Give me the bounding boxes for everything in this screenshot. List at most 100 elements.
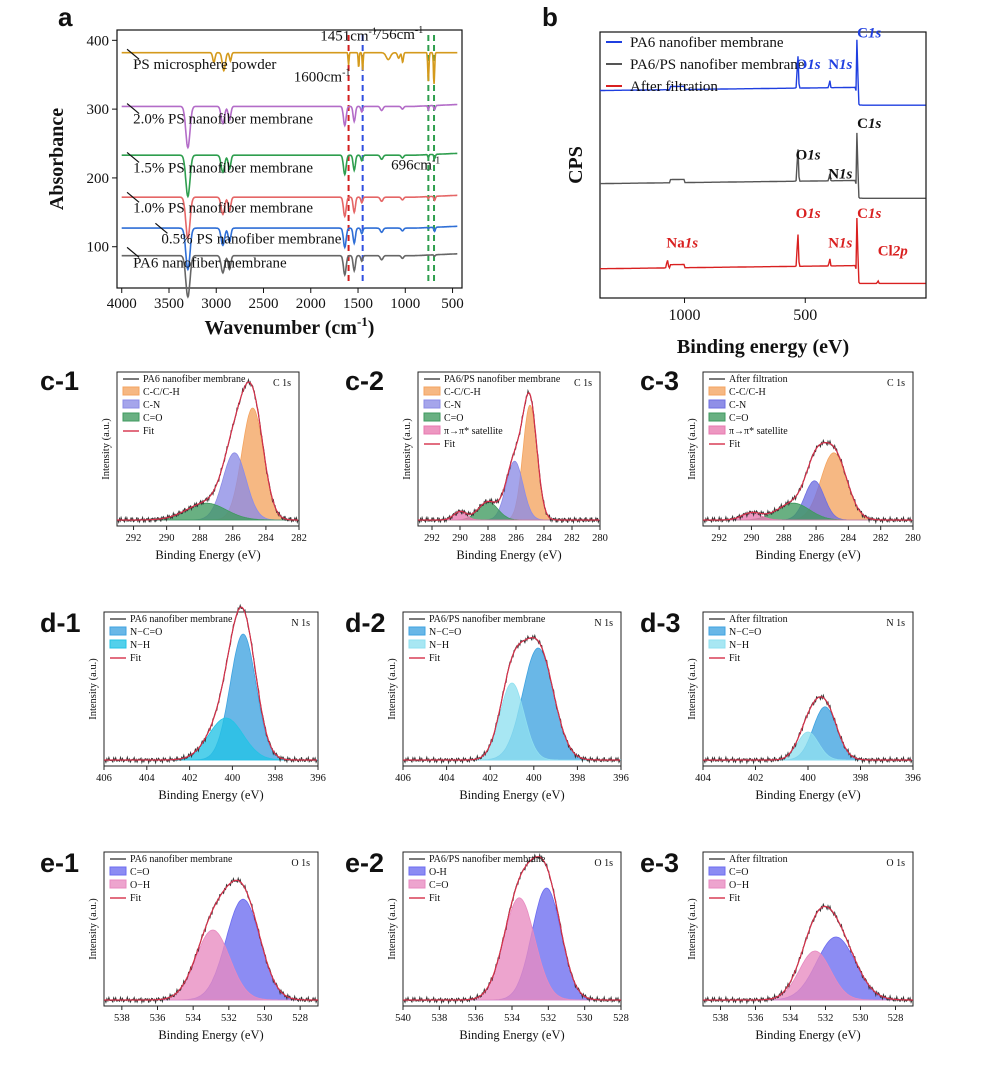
x-tick-label-d-3: 398: [853, 773, 869, 784]
panel-label-b: b: [542, 2, 558, 32]
x-tick-label-c-2: 284: [536, 533, 553, 544]
x-tick-label-e-3: 536: [748, 1013, 764, 1024]
plot-frame-c-3: [702, 371, 914, 527]
plot-frame-d-2: [402, 611, 622, 767]
y-axis-label-c-2: Intensity (a.u.): [402, 418, 413, 480]
x-tick-label-e-1: 528: [292, 1013, 308, 1024]
legend-label-d-1: N−C=O: [130, 627, 162, 638]
fit-line-c-1: [117, 381, 299, 521]
x-tick-label-d-1: 396: [310, 773, 326, 784]
x-tick-label-a: 3000: [201, 296, 231, 312]
series-arrow-a: [126, 103, 140, 115]
x-tick-label-c-2: 288: [480, 533, 496, 544]
x-tick-label-c-2: 280: [592, 533, 608, 544]
legend-swatch-d-1: [109, 639, 127, 649]
x-tick-label-e-3: 528: [888, 1013, 904, 1024]
x-tick-label-c-3: 292: [711, 533, 727, 544]
peak-label-italic-b: 1s: [685, 235, 699, 251]
legend-label-c-1: PA6 nanofiber membrane: [143, 374, 246, 385]
annotation-sup-a: -1: [415, 25, 423, 36]
legend-swatch-c-2: [423, 386, 441, 396]
annotation-sup-a: -1: [369, 26, 377, 37]
legend-label-d-2: N−H: [429, 640, 449, 651]
legend-label-e-1: PA6 nanofiber membrane: [130, 854, 233, 865]
legend-label-c-1: C=O: [143, 413, 163, 424]
legend-label-c-3: After filtration: [729, 374, 788, 385]
x-tick-label-d-3: 400: [800, 773, 816, 784]
x-axis-label-sup-a: -1: [357, 314, 368, 329]
panel-d-2: d-2 406 404 402 400 398 396 Binding Energy (eV)…: [345, 608, 629, 802]
panel-label-c-2: c-2: [345, 366, 384, 396]
legend-label-c-2: C-C/C-H: [444, 387, 481, 398]
x-axis-label-d-2: Binding Energy (eV): [459, 788, 564, 802]
panel-label-c-3: c-3: [640, 366, 679, 396]
legend-label-d-2: Fit: [429, 653, 440, 664]
panel-e-1: e-1 538 536 534 532 530 528 Binding Energy (eV)…: [40, 848, 319, 1042]
series-arrow-a: [126, 246, 140, 258]
x-tick-label-e-2: 540: [395, 1013, 411, 1024]
x-tick-label-a: 1000: [390, 296, 420, 312]
series-arrow-a: [126, 151, 140, 163]
x-tick-label-d-3: 402: [748, 773, 764, 784]
x-tick-label-e-1: 532: [221, 1013, 237, 1024]
x-tick-label-d-2: 398: [570, 773, 586, 784]
series-line-a: [121, 194, 458, 241]
series-line-a: [121, 253, 458, 299]
peak-label-b: N1s: [828, 166, 852, 182]
x-tick-label-c-1: 292: [126, 533, 142, 544]
y-axis-label-c-3: Intensity (a.u.): [687, 418, 698, 480]
legend-label-c-3: C=O: [729, 413, 749, 424]
legend-label-d-2: PA6/PS nanofiber membrane: [429, 614, 546, 625]
x-tick-label-c-3: 286: [808, 533, 824, 544]
x-tick-label-d-1: 404: [139, 773, 156, 784]
x-tick-label-c-2: 292: [424, 533, 440, 544]
panel-a: a 4000 3500 3000 2500 2000 1500 1000 500 100 200 30…: [46, 2, 464, 339]
legend-label-c-2: C-N: [444, 400, 461, 411]
panel-label-d-2: d-2: [345, 608, 386, 638]
x-tick-label-c-3: 280: [905, 533, 921, 544]
x-tick-label-d-1: 406: [96, 773, 112, 784]
panel-label-a: a: [58, 2, 73, 32]
element-label-d-1: N 1s: [291, 618, 310, 629]
legend-label-d-3: Fit: [729, 653, 740, 664]
x-tick-label-d-2: 406: [395, 773, 411, 784]
x-axis-label-e-3: Binding Energy (eV): [755, 1028, 860, 1042]
legend-swatch-e-2: [408, 879, 426, 889]
peak-label-italic-b: 1s: [868, 25, 882, 41]
element-label-d-2: N 1s: [594, 618, 613, 629]
legend-swatch-c-3: [708, 386, 726, 396]
legend-label-b: PA6 nanofiber membrane: [630, 35, 784, 51]
peak-label-b: N1s: [828, 235, 852, 251]
y-axis-label-e-1: Intensity (a.u.): [88, 898, 99, 960]
peak-label-italic-b: 1s: [839, 57, 853, 73]
x-tick-label-c-1: 282: [291, 533, 307, 544]
peak-label-b: Cl2p: [878, 243, 909, 259]
x-axis-label-e-1: Binding Energy (eV): [158, 1028, 263, 1042]
plot-frame-c-2: [417, 371, 601, 527]
plot-frame-a: [116, 29, 463, 289]
x-tick-label-d-1: 402: [182, 773, 198, 784]
element-label-e-2: O 1s: [594, 858, 613, 869]
annotation-a: 1451cm-1: [320, 26, 377, 44]
y-axis-label-d-2: Intensity (a.u.): [387, 658, 398, 720]
x-axis-label-b: Binding energy (eV): [677, 336, 849, 358]
x-tick-label-e-2: 528: [613, 1013, 629, 1024]
x-tick-label-c-1: 290: [159, 533, 175, 544]
legend-label-e-2: PA6/PS nanofiber membrane: [429, 854, 546, 865]
legend-label-e-3: Fit: [729, 893, 740, 904]
legend-label-e-3: C=O: [729, 867, 749, 878]
peak-label-italic-b: 1s: [807, 57, 821, 73]
y-axis-label-c-1: Intensity (a.u.): [101, 418, 112, 480]
x-tick-label-e-2: 534: [504, 1013, 521, 1024]
y-axis-label-e-2: Intensity (a.u.): [387, 898, 398, 960]
panel-label-c-1: c-1: [40, 366, 79, 396]
y-tick-label-a: 300: [87, 102, 110, 118]
x-tick-label-e-3: 538: [713, 1013, 729, 1024]
x-axis-label-c-2: Binding Energy (eV): [456, 548, 561, 562]
component-fill-e-3: [703, 950, 913, 1001]
legend-swatch-d-3: [708, 626, 726, 636]
fit-line-e-3: [703, 905, 913, 1001]
x-tick-label-c-3: 290: [744, 533, 760, 544]
x-axis-label-c-1: Binding Energy (eV): [155, 548, 260, 562]
peak-label-italic-b: 1s: [839, 166, 853, 182]
